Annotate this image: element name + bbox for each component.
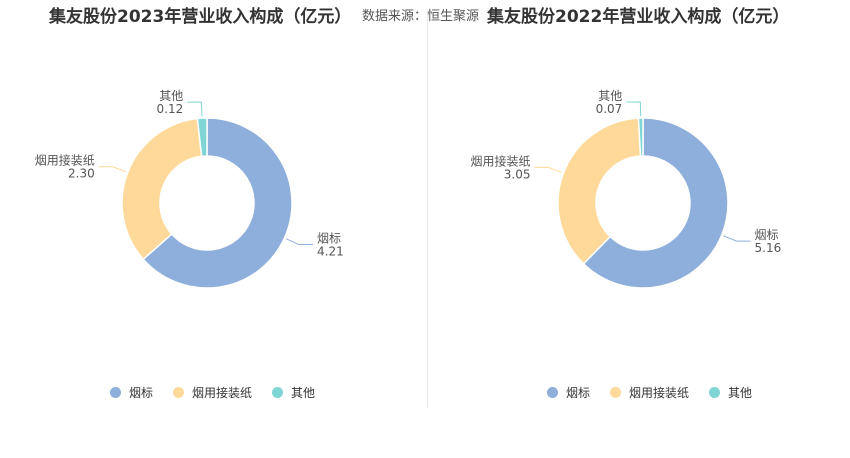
- leader-line-qita: [626, 101, 642, 117]
- leader-line-yanbiao: [286, 238, 314, 246]
- slice-jiezhuangzhi[interactable]: [557, 117, 642, 265]
- slice-qita[interactable]: [637, 117, 644, 157]
- slice-label-qita: 其他: [598, 89, 622, 103]
- slice-value-yanbiao: 4.21: [317, 245, 344, 259]
- legend: 烟标 烟用接装纸 其他: [0, 384, 425, 401]
- slice-value-qita: 0.07: [596, 102, 623, 116]
- slice-label-qita: 其他: [159, 89, 183, 103]
- data-source-label: 数据来源：: [362, 9, 428, 24]
- slice-jiezhuangzhi[interactable]: [121, 117, 203, 261]
- leader-line-qita: [187, 101, 203, 117]
- slice-value-jiezhuangzhi: 2.30: [68, 167, 95, 181]
- legend-swatch: [709, 387, 720, 398]
- legend-label: 烟标: [565, 386, 590, 400]
- legend-swatch: [272, 387, 283, 398]
- chart-panel-2023: 集友股份2023年营业收入构成（亿元） 烟标 4.21 烟用接装纸 2.30 其他 0.1…: [0, 7, 425, 401]
- legend: 烟标 烟用接装纸 其他: [437, 384, 850, 401]
- legend-item-qita[interactable]: 其他: [709, 384, 752, 401]
- legend-swatch: [109, 387, 121, 398]
- legend-item-jiezhuangzhi[interactable]: 烟用接装纸: [609, 384, 689, 401]
- legend-label: 其他: [728, 386, 753, 400]
- chart-panel-2022: 集友股份2022年营业收入构成（亿元） 烟标 5.16 烟用接装纸 3.05 其他 0.0…: [425, 0, 850, 458]
- leader-line-yanbiao: [723, 235, 751, 242]
- legend-item-qita[interactable]: 其他: [272, 384, 315, 401]
- slice-label-jiezhuangzhi: 烟用接装纸: [470, 153, 530, 168]
- slice-qita[interactable]: [196, 117, 208, 158]
- legend-item-yanbiao[interactable]: 烟标: [109, 384, 153, 401]
- legend-label: 其他: [291, 386, 316, 400]
- legend-item-jiezhuangzhi[interactable]: 烟用接装纸: [172, 384, 252, 401]
- leader-line-jiezhuangzhi: [534, 166, 562, 173]
- legend-item-yanbiao[interactable]: 烟标: [546, 384, 590, 401]
- slice-value-jiezhuangzhi: 3.05: [504, 167, 531, 181]
- slice-yanbiao[interactable]: [142, 117, 293, 289]
- slice-value-yanbiao: 5.16: [755, 241, 782, 255]
- slice-value-qita: 0.12: [157, 102, 184, 116]
- data-source-value: 恒生聚源: [427, 9, 480, 24]
- slice-label-yanbiao: 烟标: [317, 232, 341, 246]
- legend-swatch: [546, 387, 558, 398]
- chart-title: 集友股份2023年营业收入构成（亿元）: [49, 7, 352, 27]
- data-source: 数据来源：恒生聚源: [362, 5, 479, 24]
- panel-divider: [427, 10, 428, 408]
- legend-label: 烟标: [128, 386, 153, 400]
- legend-label: 烟用接装纸: [191, 386, 252, 400]
- legend-label: 烟用接装纸: [628, 386, 689, 400]
- chart-title: 集友股份2022年营业收入构成（亿元）: [487, 7, 790, 27]
- slice-label-yanbiao: 烟标: [755, 228, 779, 242]
- leader-line-jiezhuangzhi: [98, 166, 126, 173]
- slice-label-jiezhuangzhi: 烟用接装纸: [35, 153, 95, 168]
- legend-swatch: [609, 387, 621, 398]
- slice-yanbiao[interactable]: [582, 117, 729, 289]
- legend-swatch: [172, 387, 184, 398]
